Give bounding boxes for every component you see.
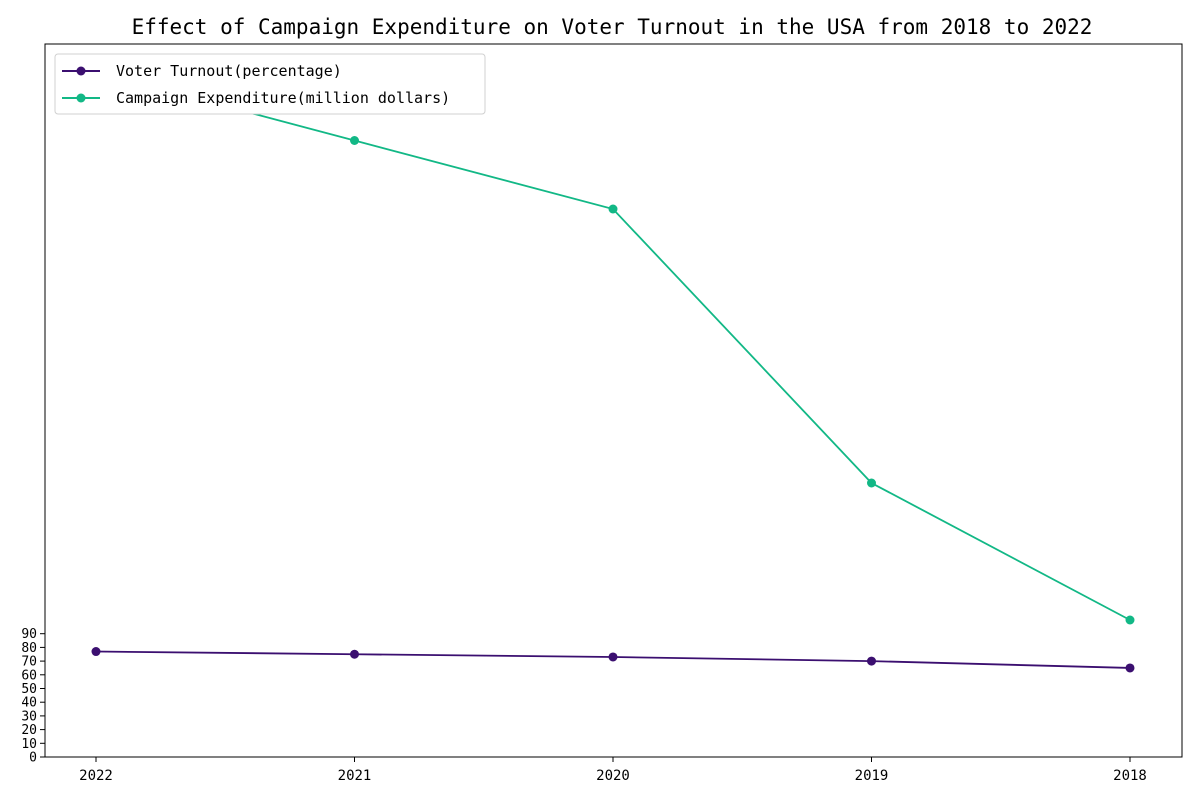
legend-marker-campaign-expenditure xyxy=(76,93,86,103)
y-tick-label: 10 xyxy=(21,737,37,752)
y-tick-label: 0 xyxy=(29,751,37,766)
legend: Voter Turnout(percentage) Campaign Expen… xyxy=(54,53,486,115)
data-point-voter-turnout-percentage xyxy=(608,652,618,662)
y-tick-label: 60 xyxy=(21,668,37,683)
y-tick-label: 90 xyxy=(21,627,37,642)
data-point-voter-turnout-percentage xyxy=(350,649,359,659)
plot-area-frame xyxy=(44,43,1183,758)
data-point-campaign-expenditure-million-dollars xyxy=(608,204,618,214)
y-tick-label: 30 xyxy=(21,709,37,724)
data-point-campaign-expenditure-million-dollars xyxy=(1125,615,1135,625)
data-point-campaign-expenditure-million-dollars xyxy=(867,478,876,488)
legend-label-voter-turnout: Voter Turnout(percentage) xyxy=(116,62,342,80)
legend-label-campaign-expenditure: Campaign Expenditure(million dollars) xyxy=(116,89,450,107)
y-tick-label: 70 xyxy=(21,655,37,670)
series-line-campaign-expenditure-million-dollars xyxy=(95,71,1131,621)
series-layer xyxy=(91,67,1135,673)
y-tick-label: 50 xyxy=(21,682,37,697)
legend-item-voter-turnout: Voter Turnout(percentage) xyxy=(62,62,342,80)
x-tick-label: 2019 xyxy=(855,768,889,784)
data-point-voter-turnout-percentage xyxy=(91,647,101,657)
x-axis: 2022 2021 2020 2019 2018 xyxy=(79,757,1147,784)
x-tick-label: 2022 xyxy=(79,768,113,784)
data-point-voter-turnout-percentage xyxy=(1125,663,1135,673)
y-tick-label: 80 xyxy=(21,641,37,656)
y-tick-label: 40 xyxy=(21,696,37,711)
x-tick-label: 2018 xyxy=(1113,768,1147,784)
x-tick-label: 2020 xyxy=(596,768,630,784)
chart-title: Effect of Campaign Expenditure on Voter … xyxy=(132,15,1093,39)
legend-box xyxy=(54,53,486,115)
legend-marker-voter-turnout xyxy=(76,66,86,76)
x-tick-label: 2021 xyxy=(338,768,372,784)
y-tick-label: 20 xyxy=(21,723,37,738)
data-point-voter-turnout-percentage xyxy=(867,656,876,666)
legend-item-campaign-expenditure: Campaign Expenditure(million dollars) xyxy=(62,89,450,107)
data-point-campaign-expenditure-million-dollars xyxy=(350,136,359,145)
